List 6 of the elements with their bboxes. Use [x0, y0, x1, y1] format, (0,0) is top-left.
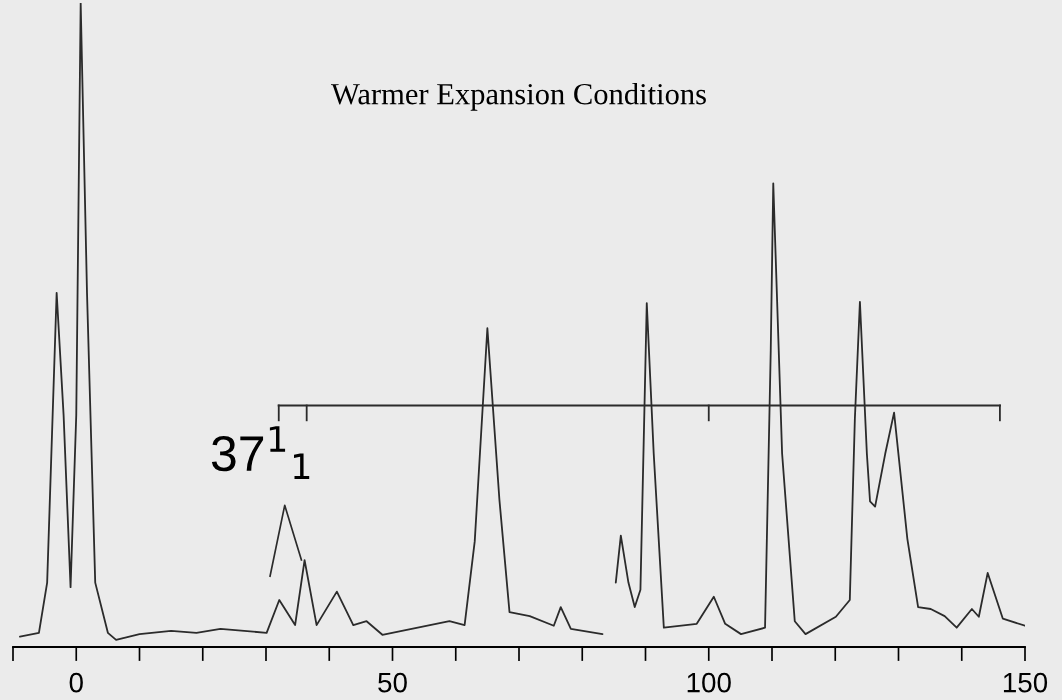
- annotation: 37$^{1}$$_{1}$: [211, 426, 310, 480]
- x-tick-label: 150: [1003, 672, 1048, 693]
- x-tick-label: 100: [687, 672, 731, 693]
- text: Warmer Expansion Conditions: [331, 82, 706, 111]
- x-tick-label: 0: [69, 672, 83, 693]
- x-tick-label: 50: [378, 672, 407, 693]
